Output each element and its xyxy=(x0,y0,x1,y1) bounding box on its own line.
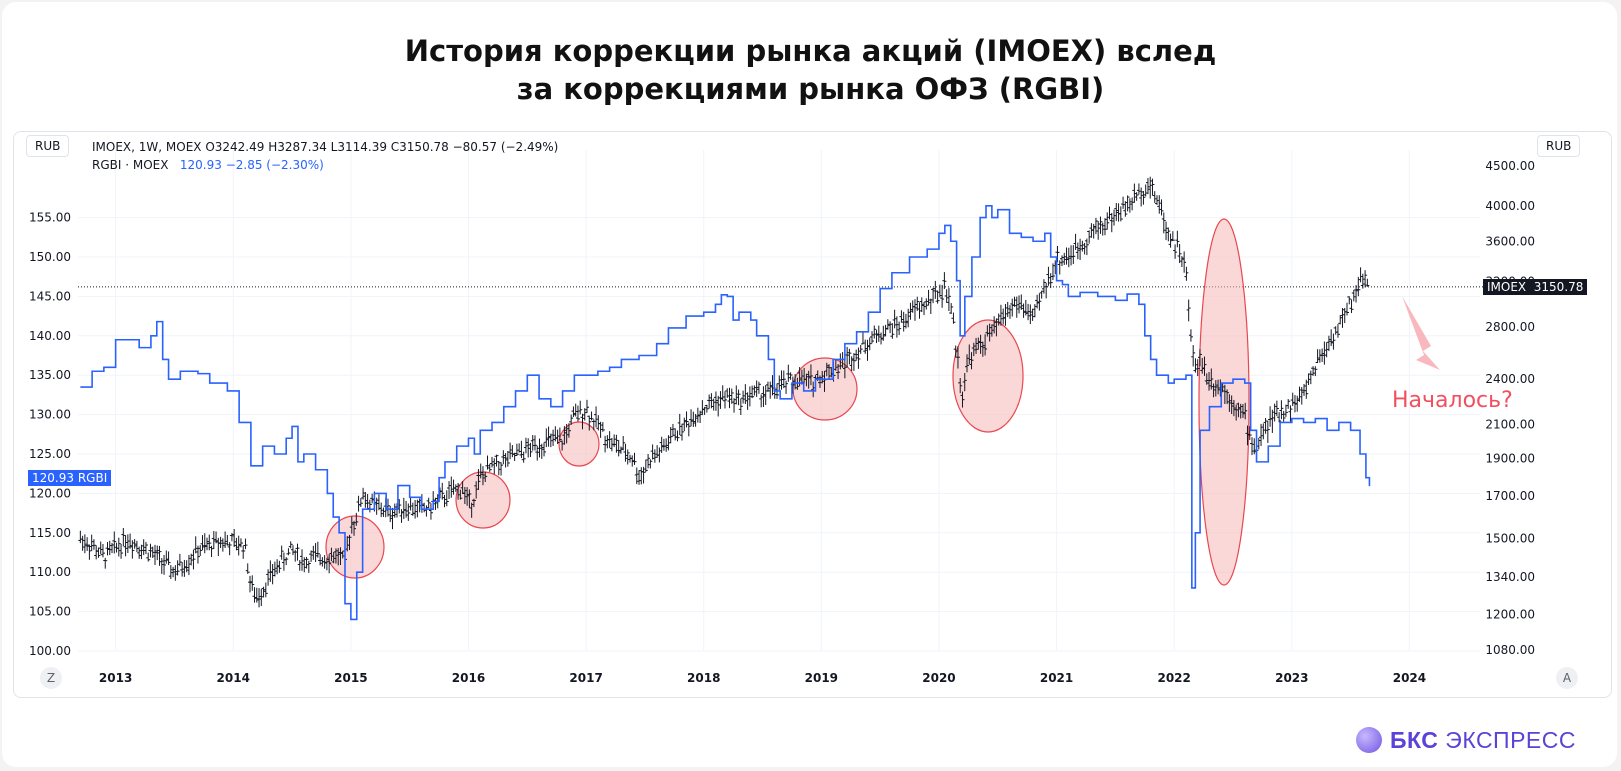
left-axis-tick-label: 155.00 xyxy=(29,211,71,225)
right-axis-tick-label: 1200.00 xyxy=(1485,607,1535,621)
time-axis-tick-label: 2014 xyxy=(217,671,250,685)
left-axis-tick-label: 125.00 xyxy=(29,447,71,461)
time-axis-tick-label: 2020 xyxy=(922,671,955,685)
time-axis-tick-label: 2013 xyxy=(99,671,132,685)
imoex-price-tag-value: 3150.78 xyxy=(1533,280,1584,294)
rgbi-price-tag-name: RGBI xyxy=(77,471,108,485)
right-axis-tick-label: 1080.00 xyxy=(1485,643,1535,657)
correction-circle xyxy=(952,319,1024,433)
brand-name: БКС ЭКСПРЕСС xyxy=(1390,727,1576,754)
right-axis-tick-label: 2400.00 xyxy=(1485,372,1535,386)
right-axis-tick-label: 1500.00 xyxy=(1485,532,1535,546)
legend-rgbi: RGBI · MOEX 120.93 −2.85 (−2.30%) xyxy=(92,158,324,172)
rgbi-price-tag-value: 120.93 xyxy=(32,471,74,485)
annotation-arrow xyxy=(1402,296,1440,370)
rgbi-line xyxy=(80,204,1371,621)
correction-circle xyxy=(1198,218,1250,586)
right-axis-tick-label: 2800.00 xyxy=(1485,320,1535,334)
brand-name-bold: БКС xyxy=(1390,726,1439,753)
correction-highlights xyxy=(325,218,1250,586)
brand-icon xyxy=(1356,727,1382,753)
rgbi-price-tag: 120.93 RGBI xyxy=(28,470,112,486)
right-axis-tick-label: 2100.00 xyxy=(1485,417,1535,431)
time-axis-tick-label: 2015 xyxy=(334,671,367,685)
left-axis-labels: 100.00 105.00 110.00 115.00 120.00 125.00 130.… xyxy=(29,211,71,658)
right-axis-tick-label: 3600.00 xyxy=(1485,235,1535,249)
right-axis-labels: 1080.00 1200.00 1340.00 1500.00 1700.00 1900.… xyxy=(1485,159,1535,657)
left-axis-tick-label: 110.00 xyxy=(29,565,71,579)
time-axis-tick-label: 2023 xyxy=(1275,671,1308,685)
left-axis-tick-label: 115.00 xyxy=(29,526,71,540)
left-axis-tick-label: 105.00 xyxy=(29,605,71,619)
annotation-text: Началось? xyxy=(1392,388,1513,413)
legend-rgbi-label: RGBI · MOEX xyxy=(92,158,169,172)
legend-rgbi-values: 120.93 −2.85 (−2.30%) xyxy=(179,158,324,172)
time-axis-tick-label: 2021 xyxy=(1040,671,1073,685)
left-axis-tick-label: 130.00 xyxy=(29,408,71,422)
right-currency-badge[interactable]: RUB xyxy=(1537,135,1581,157)
time-axis-tick-label: 2024 xyxy=(1393,671,1426,685)
title-line-2: за коррекциями рынка ОФЗ (RGBI) xyxy=(516,72,1105,106)
time-axis-tick-label: 2017 xyxy=(569,671,602,685)
correction-circle xyxy=(325,515,385,579)
imoex-ohlc-bars xyxy=(78,176,1370,608)
grid-lines xyxy=(78,150,1480,652)
right-axis-tick-label: 1900.00 xyxy=(1485,451,1535,465)
imoex-price-tag: IMOEX 3150.78 xyxy=(1483,279,1588,295)
left-axis-tick-label: 120.00 xyxy=(29,486,71,500)
right-axis-tick-label: 4500.00 xyxy=(1485,159,1535,173)
time-axis-tick-label: 2022 xyxy=(1157,671,1190,685)
right-axis-tick-label: 1700.00 xyxy=(1485,489,1535,503)
correction-circle xyxy=(558,421,600,467)
brand-logo: БКС ЭКСПРЕСС xyxy=(1356,724,1576,756)
time-axis-tick-label: 2018 xyxy=(687,671,720,685)
time-axis-tick-label: 2016 xyxy=(452,671,485,685)
chart-title: История коррекции рынка акций (IMOEX) вс… xyxy=(0,32,1621,108)
left-axis-tick-label: 140.00 xyxy=(29,329,71,343)
right-axis-tick-label: 1340.00 xyxy=(1485,570,1535,584)
auto-scale-button[interactable]: A xyxy=(1556,667,1578,689)
left-axis-tick-label: 145.00 xyxy=(29,289,71,303)
left-axis-tick-label: 135.00 xyxy=(29,368,71,382)
legend-imoex: IMOEX, 1W, MOEX O3242.49 H3287.34 L3114.… xyxy=(92,140,559,154)
imoex-price-tag-name: IMOEX xyxy=(1487,280,1527,294)
right-axis-tick-label: 4000.00 xyxy=(1485,199,1535,213)
brand-name-rest: ЭКСПРЕСС xyxy=(1445,726,1576,753)
left-axis-tick-label: 150.00 xyxy=(29,250,71,264)
title-line-1: История коррекции рынка акций (IMOEX) вс… xyxy=(404,34,1217,68)
zoom-reset-button[interactable]: Z xyxy=(40,667,62,689)
left-axis-tick-label: 100.00 xyxy=(29,644,71,658)
time-axis-tick-label: 2019 xyxy=(805,671,838,685)
time-axis-labels: 2013 2014 2015 2016 2017 2018 2019 2020 2021 2022… xyxy=(99,671,1426,685)
left-currency-badge[interactable]: RUB xyxy=(26,135,70,157)
